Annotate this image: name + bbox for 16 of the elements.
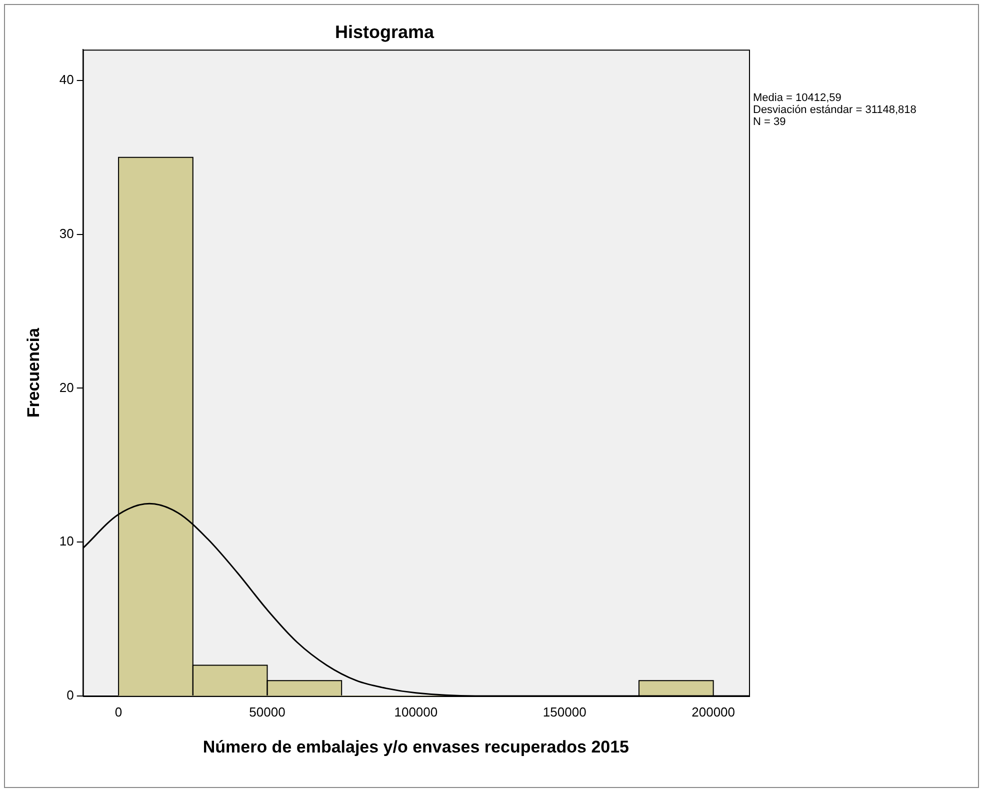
x-tick-label: 0 <box>114 704 122 720</box>
y-axis-title: Frecuencia <box>24 327 43 418</box>
x-tick-label: 50000 <box>249 704 286 720</box>
y-tick-label: 20 <box>59 380 74 395</box>
x-tick-label: 100000 <box>394 704 438 720</box>
y-tick-label: 10 <box>59 534 74 549</box>
text: N = 39 <box>753 116 787 128</box>
y-tick-label: 0 <box>66 688 74 703</box>
y-tick-label: 30 <box>59 226 74 241</box>
x-axis-title: Número de embalajes y/o envases recuperados 2015 <box>202 737 630 756</box>
text: Media = 10412,59 <box>753 92 842 104</box>
x-tick-label: 200000 <box>692 704 736 720</box>
text: Desviación estándar = 31148,818 <box>753 104 916 116</box>
y-tick-label: 40 <box>59 72 74 87</box>
chart-title: Histograma <box>334 22 435 42</box>
x-tick-label: 150000 <box>542 704 586 720</box>
